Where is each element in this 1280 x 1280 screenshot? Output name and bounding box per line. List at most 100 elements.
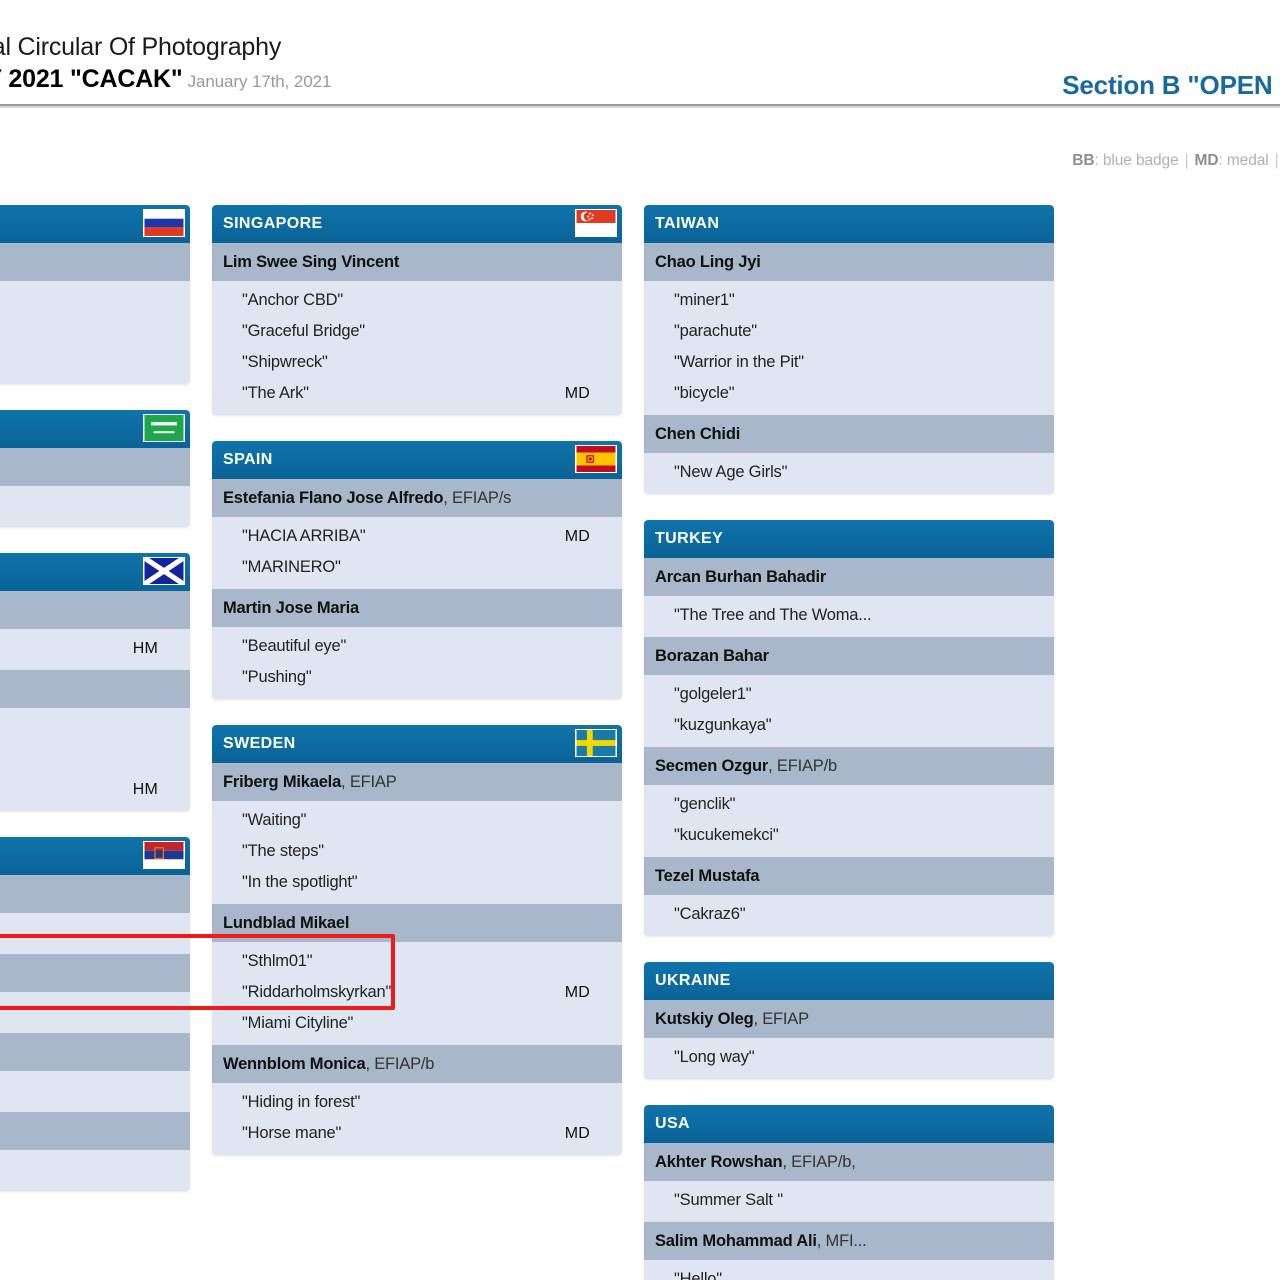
entry-title: "Graceful Bridge" [242, 322, 365, 340]
entry-row: "MARINERO" [212, 552, 622, 583]
author-name: Borazan Bahar [655, 646, 769, 665]
author-distinctions: , EFIAP [341, 772, 397, 791]
country-header [0, 837, 190, 875]
entry-group: "miner1" "parachute" "Warrior in the Pit" "… [644, 281, 1054, 415]
entry-row [0, 347, 190, 378]
header-divider [0, 104, 1280, 108]
entry-group: "Anchor CBD" "Graceful Bridge" "Shipwreck"… [212, 281, 622, 415]
entry-title: "kuzgunkaya" [674, 716, 772, 734]
header-right-section: Section B "OPEN MO... [1062, 70, 1280, 101]
entry-title: "Waiting" [242, 811, 307, 829]
entry-group: "Cakraz6" [644, 895, 1054, 936]
country-block: ...la EFIAP, EFIAP/d1 [0, 837, 190, 1191]
country-header: SWEDEN [212, 725, 622, 763]
author-row: Chao Ling Jyi [644, 243, 1054, 281]
author-name: Secmen Ozgur [655, 756, 769, 775]
author-name: Lim Swee Sing Vincent [223, 252, 400, 271]
author-name: Lundblad Mikael [223, 913, 350, 932]
country-name: UKRAINE [655, 972, 731, 989]
country-block: USA Akhter Rowshan, EFIAP/b, "Summer Salt … [644, 1105, 1054, 1280]
author-distinctions: , EFIAP/b [365, 1054, 435, 1073]
entry-title: "Pushing" [242, 668, 312, 686]
entry-row: "Hiding in forest" [212, 1087, 622, 1118]
entry-row: "bicycle" [644, 378, 1054, 409]
entry-title: "Anchor CBD" [242, 291, 344, 309]
country-block: HM HM [0, 553, 190, 811]
country-name: SPAIN [223, 451, 273, 468]
author-name: Tezel Mustafa [655, 866, 760, 885]
entry-group: "Hiding in forest" "Horse mane" MD [212, 1083, 622, 1155]
entry-row [0, 743, 190, 774]
russia-flag-icon [143, 209, 185, 237]
author-row: Chen Chidi [644, 415, 1054, 453]
entry-group: "HACIA ARRIBA" MD "MARINERO" [212, 517, 622, 589]
entry-row: "Summer Salt " [644, 1185, 1054, 1216]
author-distinctions: , EFIAP/b, [782, 1152, 856, 1171]
entry-row [0, 1154, 190, 1185]
entry-title: "Riddarholmskyrkan" [242, 983, 392, 1001]
entry-row [0, 490, 190, 521]
entry-award: MD [564, 384, 590, 402]
entry-row: "Sthlm01" [212, 946, 622, 977]
country-name: TURKEY [655, 530, 724, 547]
country-name: USA [655, 1115, 690, 1132]
author-distinctions: , EFIAP/s [443, 488, 512, 507]
spain-flag-icon [575, 445, 617, 473]
entry-row: "Graceful Bridge" [212, 316, 622, 347]
country-header: USA [644, 1105, 1054, 1143]
entry-title: "parachute" [674, 322, 757, 340]
entry-row: "parachute" [644, 316, 1054, 347]
entry-title: "genclik" [674, 795, 736, 813]
author-row: Secmen Ozgur, EFIAP/b [644, 747, 1054, 785]
entry-row: "Long way" [644, 1042, 1054, 1073]
legend-separator-2: | [1274, 152, 1279, 169]
country-header: SPAIN [212, 441, 622, 479]
entry-row [0, 1075, 190, 1106]
section-title: Section B "OPEN MO... [1062, 70, 1280, 100]
entry-row: "genclik" [644, 789, 1054, 820]
country-header: TURKEY [644, 520, 1054, 558]
entry-group [0, 992, 190, 1033]
entry-title: "HACIA ARRIBA" [242, 527, 366, 545]
entry-row: "HACIA ARRIBA" MD [212, 521, 622, 552]
country-block: SINGAPORE Lim Swee Sing Vincent "Anchor CB… [212, 205, 622, 415]
entry-title: "The Ark" [242, 384, 309, 402]
entry-group: HM [0, 629, 190, 670]
country-header: SINGAPORE [212, 205, 622, 243]
author-name: Friberg Mikaela [223, 772, 342, 791]
author-name: Akhter Rowshan [655, 1152, 783, 1171]
country-name: SINGAPORE [223, 215, 323, 232]
entry-award: HM [132, 780, 158, 798]
country-column: TAIWAN Chao Ling Jyi "miner1" "parachute" "W… [644, 205, 1054, 1280]
entry-title: "bicycle" [674, 384, 735, 402]
country-name: SWEDEN [223, 735, 296, 752]
country-block: /g, BPSA, PPSA [0, 410, 190, 527]
author-row: Borazan Bahar [644, 637, 1054, 675]
entry-group: "Hello""Bolyn Br in Winter " [644, 1260, 1054, 1280]
entry-group [0, 913, 190, 954]
author-distinctions: , EFIAP [753, 1009, 809, 1028]
entry-title: "Summer Salt " [674, 1191, 783, 1209]
author-name: Wennblom Monica [223, 1054, 366, 1073]
entry-row: "golgeler1" [644, 679, 1054, 710]
legend-md-key: MD [1194, 152, 1219, 169]
legend-md-value: : medal [1218, 152, 1269, 169]
entry-title: "miner1" [674, 291, 735, 309]
entry-group: "New Age Girls" [644, 453, 1054, 494]
author-name: Martin Jose Maria [223, 598, 359, 617]
entry-group [0, 281, 190, 384]
author-row [0, 591, 190, 629]
entry-row: "The Tree and The Woma... [644, 600, 1054, 631]
author-row: Kutskiy Oleg, EFIAP [644, 1000, 1054, 1038]
scotland-flag-icon [143, 557, 185, 585]
sweden-flag-icon [575, 729, 617, 757]
legend-separator-1: | [1184, 152, 1189, 169]
author-row: Salim Mohammad Ali, MFI... [644, 1222, 1054, 1260]
author-row: Lundblad Mikael [212, 904, 622, 942]
entry-row [0, 996, 190, 1027]
entry-row: "kucukemekci" [644, 820, 1054, 851]
entry-row [0, 316, 190, 347]
header-left-titles: ...tional Circular Of Photography ...BAY… [0, 32, 331, 100]
entry-title: "Warrior in the Pit" [674, 353, 804, 371]
entry-row: "Hello" [644, 1264, 1054, 1280]
